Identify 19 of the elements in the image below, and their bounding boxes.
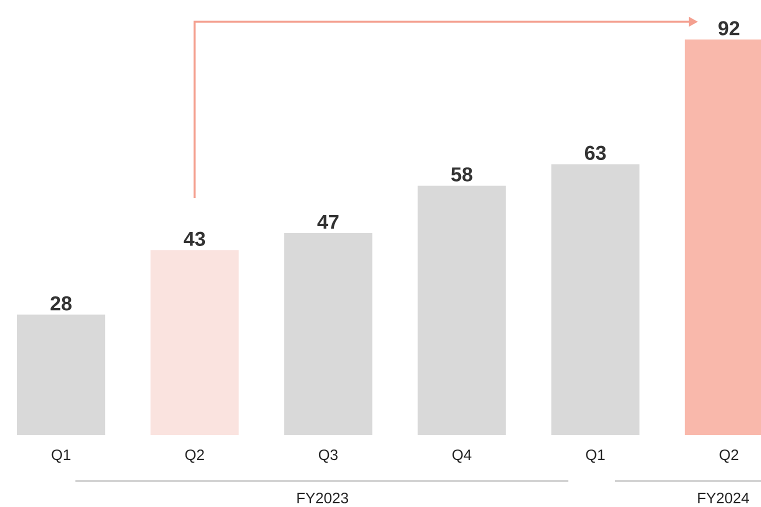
x-tick-label: Q1 (52, 450, 70, 463)
data-label: 63 (584, 146, 606, 160)
bar (418, 186, 506, 435)
data-label: 92 (718, 21, 740, 36)
data-label: 28 (50, 296, 72, 310)
bar (551, 164, 640, 435)
data-label: 58 (451, 167, 472, 182)
data-label: 47 (317, 215, 338, 229)
x-tick-label: Q1 (586, 450, 605, 463)
bar (150, 250, 239, 435)
bar (16, 314, 106, 435)
x-tick-label: Q3 (318, 450, 338, 463)
data-label: 43 (184, 232, 206, 246)
text: FY2024 (698, 492, 750, 504)
x-tick-label: Q2 (720, 450, 738, 463)
x-tick-label: Q4 (452, 450, 472, 463)
text: FY2023 (297, 492, 348, 504)
x-tick-label: Q2 (185, 450, 204, 463)
bar (284, 232, 372, 435)
